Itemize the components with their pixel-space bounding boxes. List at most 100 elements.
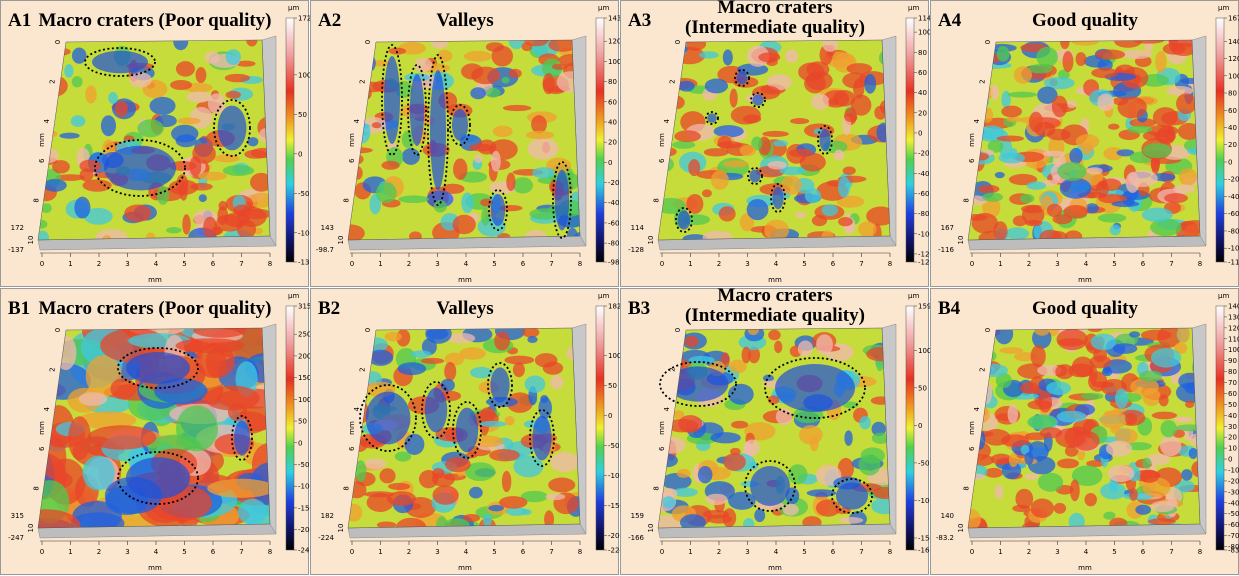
colorbar-tick-label: 50 (918, 384, 927, 392)
panel-label: A2 (318, 10, 341, 31)
surface-patch (483, 514, 492, 527)
surface-patch (1151, 348, 1181, 367)
surface-patch (525, 376, 546, 393)
surface-patch (795, 212, 806, 219)
y-tick-label: 6 (658, 446, 666, 451)
surface-patch (480, 199, 493, 207)
surface-patch (758, 52, 780, 62)
x-tick-label: 4 (154, 548, 159, 556)
surface-patch (226, 49, 241, 65)
surface-patch (88, 425, 157, 449)
z-top-label: 159 (631, 512, 644, 520)
surface-patch (674, 130, 700, 142)
colorbar-tick-label: -40 (608, 199, 619, 207)
x-tick-label: 3 (745, 548, 749, 556)
surface-patch (993, 221, 1007, 241)
surface-patch (459, 347, 485, 360)
crater-fill (452, 109, 468, 141)
panel-title: (Intermediate quality) (685, 305, 865, 326)
surface-patch (774, 341, 782, 353)
colorbar-tick-label: -50 (608, 442, 619, 450)
y-tick-label: 4 (663, 118, 671, 123)
surface (648, 36, 899, 244)
colorbar-unit: µm (1218, 292, 1229, 300)
colorbar-tick-label: -83.2 (1228, 547, 1239, 555)
surface-patch (843, 167, 856, 175)
colorbar-unit: µm (598, 4, 609, 12)
x-tick-label: 2 (1027, 260, 1031, 268)
colorbar-tick-label: 60 (1228, 107, 1237, 115)
y-tick-label: 8 (652, 198, 660, 202)
surface-patch (705, 494, 727, 505)
colorbar-tick-label: -60 (918, 190, 929, 198)
colorbar-tick-label: -30 (1228, 488, 1239, 496)
x-tick-label: 4 (464, 260, 469, 268)
panel-title: Macro craters (717, 0, 832, 18)
colorbar-tick-label: 100 (1228, 72, 1239, 80)
y-tick-label: 6 (38, 446, 46, 451)
surface-patch (398, 362, 427, 375)
surface-patch (486, 42, 504, 51)
surface-patch (816, 334, 833, 355)
x-tick-label: 6 (1141, 260, 1146, 268)
surface-patch (108, 92, 118, 104)
surface-patch (238, 499, 267, 525)
surface-patch (499, 496, 527, 508)
surface-patch (1076, 52, 1087, 66)
surface-patch (64, 64, 73, 78)
surface-patch (743, 114, 761, 123)
colorbar-tick-label: 60 (1228, 390, 1237, 398)
surface-patch (1015, 489, 1033, 509)
surface-patch (723, 160, 749, 167)
surface-patch (1072, 357, 1094, 377)
colorbar-tick-label: 167 (1228, 15, 1239, 23)
surface-patch (387, 491, 416, 506)
colorbar-tick-label: -10 (1228, 466, 1239, 474)
surface-patch (1008, 92, 1037, 98)
surface-patch (773, 140, 788, 147)
surface-patch (550, 452, 578, 472)
x-tick-label: 5 (492, 548, 496, 556)
x-tick-label: 3 (1055, 548, 1059, 556)
colorbar-tick-label: 40 (1228, 412, 1237, 420)
crater-fill (104, 146, 176, 191)
surface-patch (1047, 129, 1071, 141)
surface-patch (1073, 431, 1100, 451)
surface-patch (702, 189, 712, 197)
x-tick-label: 2 (717, 260, 721, 268)
crater-fill (532, 416, 551, 461)
y-tick-label: 0 (984, 40, 992, 44)
surface-patch (1173, 184, 1195, 193)
panel-title: Macro craters (717, 285, 832, 306)
z-bottom-label: -98.7 (316, 246, 334, 254)
crater-fill (749, 170, 760, 183)
colorbar-tick-label: 159 (918, 303, 931, 311)
colorbar-unit: µm (908, 292, 919, 300)
colorbar-tick-label: 100 (918, 29, 931, 37)
colorbar-tick-label: -60 (1228, 210, 1239, 218)
surface-patch (110, 378, 136, 399)
surface-patch (1121, 50, 1152, 59)
x-tick-label: 3 (435, 548, 439, 556)
y-tick-label: 0 (984, 328, 992, 332)
surface (652, 322, 899, 533)
x-tick-label: 1 (688, 548, 692, 556)
colorbar-unit: µm (598, 292, 609, 300)
z-bottom-label: -128 (628, 246, 644, 254)
surface-patch (864, 74, 876, 94)
surface-patch (474, 155, 482, 163)
colorbar-tick-label: -80 (1228, 227, 1239, 235)
surface-patch (689, 356, 715, 364)
surface-patch (1160, 420, 1176, 437)
surface-patch (798, 341, 813, 357)
surface-patch (704, 148, 729, 156)
x-tick-label: 2 (1027, 548, 1031, 556)
surface-patch (730, 89, 738, 108)
panel: B1Macro craters (Poor quality)012345678m… (1, 289, 314, 575)
colorbar-tick-label: 200 (298, 352, 311, 360)
colorbar-tick-label: -20 (608, 179, 619, 187)
colorbar-unit: µm (1218, 4, 1229, 12)
surface (960, 322, 1208, 538)
surface-patch (768, 330, 781, 340)
colorbar-tick-label: 100 (298, 396, 311, 404)
